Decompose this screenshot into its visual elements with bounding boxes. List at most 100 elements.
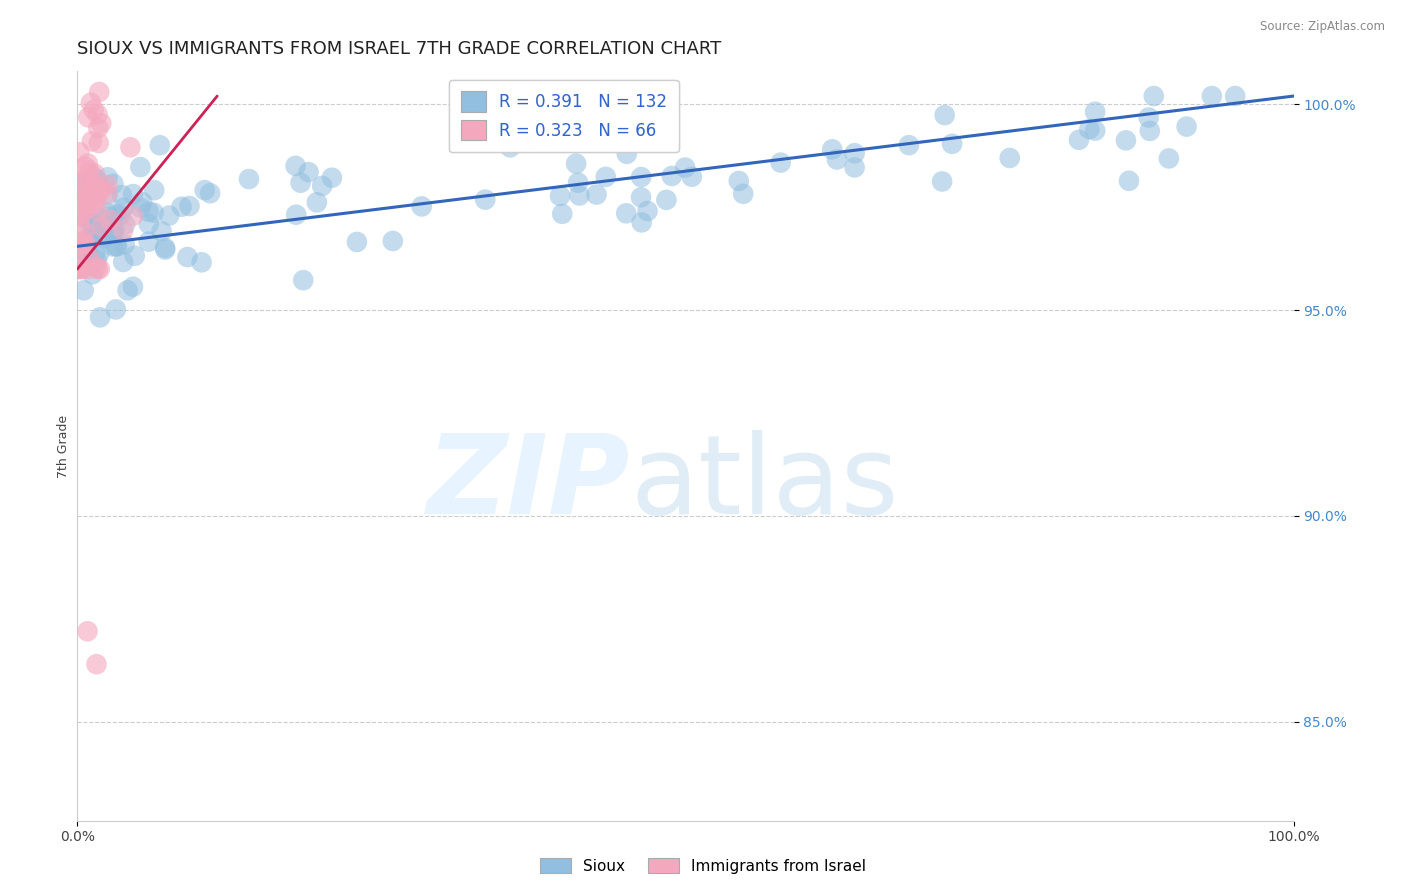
Point xyxy=(86,253,108,268)
Point xyxy=(170,200,193,214)
Point xyxy=(76,245,98,260)
Point xyxy=(769,155,792,169)
Point xyxy=(80,217,103,231)
Point xyxy=(79,234,101,248)
Point xyxy=(77,262,100,277)
Point xyxy=(474,193,496,207)
Point xyxy=(73,225,96,239)
Point xyxy=(585,187,607,202)
Point xyxy=(86,107,108,121)
Point xyxy=(90,116,112,130)
Point xyxy=(76,244,98,259)
Point xyxy=(69,235,91,250)
Point xyxy=(111,188,134,202)
Point xyxy=(551,207,574,221)
Point xyxy=(595,169,617,184)
Point xyxy=(381,234,404,248)
Point xyxy=(76,213,98,227)
Point xyxy=(86,657,108,672)
Point xyxy=(150,224,173,238)
Point xyxy=(411,199,433,213)
Point xyxy=(67,262,90,277)
Point xyxy=(112,201,135,215)
Point xyxy=(1143,89,1166,103)
Point xyxy=(122,209,145,223)
Point xyxy=(80,134,103,148)
Point xyxy=(83,103,105,117)
Point xyxy=(630,170,652,185)
Point xyxy=(305,195,328,210)
Point xyxy=(129,201,152,215)
Point xyxy=(1115,133,1137,147)
Point xyxy=(131,194,153,209)
Point xyxy=(75,235,97,250)
Point xyxy=(87,136,110,150)
Point xyxy=(103,221,125,235)
Point xyxy=(114,237,136,252)
Point xyxy=(89,310,111,325)
Point xyxy=(138,235,160,249)
Point xyxy=(524,134,547,148)
Point xyxy=(844,161,866,175)
Point xyxy=(155,243,177,257)
Point xyxy=(1084,104,1107,119)
Point xyxy=(77,111,100,125)
Point xyxy=(292,273,315,287)
Point xyxy=(80,95,103,110)
Point xyxy=(176,250,198,264)
Point xyxy=(142,205,165,219)
Point xyxy=(630,215,652,229)
Point xyxy=(73,235,96,250)
Point xyxy=(96,188,118,202)
Point xyxy=(117,283,139,297)
Point xyxy=(346,235,368,249)
Point xyxy=(67,250,90,264)
Point xyxy=(297,165,319,179)
Point xyxy=(84,185,107,199)
Point xyxy=(90,227,112,241)
Point xyxy=(93,231,115,245)
Point xyxy=(120,140,142,154)
Point xyxy=(90,181,112,195)
Point xyxy=(76,192,98,206)
Point xyxy=(934,108,956,122)
Point xyxy=(69,183,91,197)
Point xyxy=(69,145,91,160)
Point xyxy=(825,153,848,167)
Point xyxy=(1118,174,1140,188)
Point xyxy=(76,156,98,170)
Point xyxy=(76,232,98,246)
Point xyxy=(67,246,90,260)
Point xyxy=(67,198,90,212)
Point xyxy=(73,284,96,298)
Point xyxy=(75,202,97,217)
Point xyxy=(70,262,93,277)
Point xyxy=(104,302,127,317)
Point xyxy=(76,191,98,205)
Point xyxy=(82,198,104,212)
Text: ZIP: ZIP xyxy=(427,430,631,537)
Point xyxy=(637,204,659,219)
Point xyxy=(198,186,221,201)
Point xyxy=(733,186,755,201)
Point xyxy=(73,235,96,250)
Point xyxy=(77,166,100,180)
Point xyxy=(1175,120,1198,134)
Point xyxy=(998,151,1021,165)
Point xyxy=(87,262,110,277)
Point xyxy=(93,229,115,244)
Point xyxy=(70,236,93,251)
Point xyxy=(110,208,132,222)
Point xyxy=(86,204,108,219)
Point xyxy=(67,178,90,193)
Point xyxy=(83,247,105,261)
Point xyxy=(70,260,93,275)
Point xyxy=(77,163,100,178)
Point xyxy=(179,199,201,213)
Point xyxy=(821,142,844,156)
Point xyxy=(727,174,749,188)
Point xyxy=(86,260,108,274)
Point xyxy=(96,178,118,192)
Point xyxy=(105,239,128,253)
Point xyxy=(96,219,118,234)
